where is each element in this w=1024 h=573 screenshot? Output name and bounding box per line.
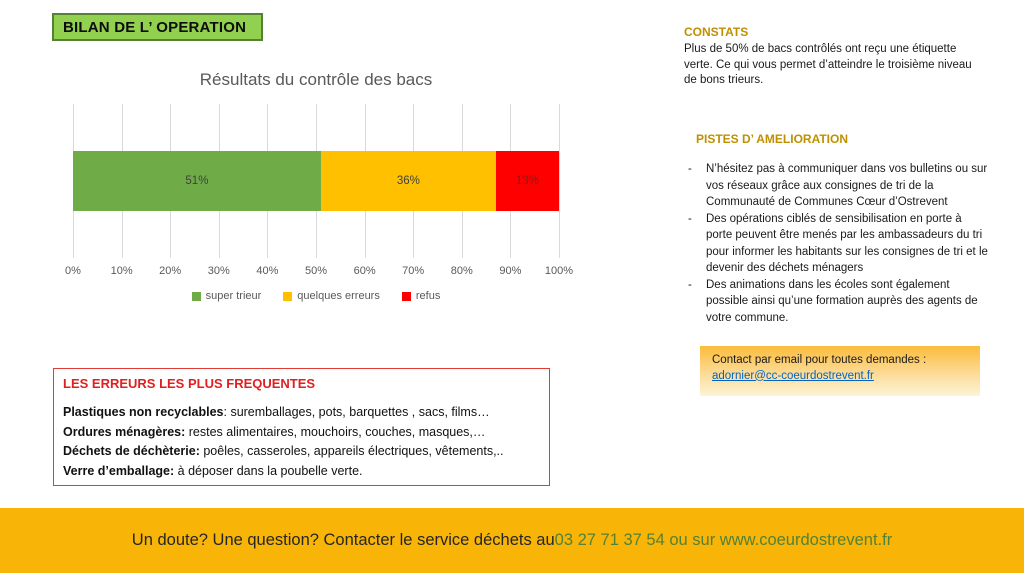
contact-box-text: Contact par email pour toutes demandes : [712, 354, 927, 366]
bullet-text: Des animations dans les écoles sont égal… [706, 278, 978, 324]
x-axis-tick: 0% [65, 265, 81, 277]
legend-swatch [401, 291, 411, 301]
legend-label: super trieur [205, 290, 262, 302]
error-detail: : suremballages, pots, barquettes , sacs… [223, 405, 490, 419]
constats-heading: CONSTATS [684, 25, 749, 39]
bar-segment-super-trieur: 51% [73, 151, 321, 211]
x-axis-tick: 40% [256, 265, 279, 277]
x-axis-tick: 10% [110, 265, 133, 277]
error-category: Plastiques non recyclables [63, 405, 224, 419]
error-category: Déchets de déchèterie: [63, 444, 200, 458]
slide-title: BILAN DE L’ OPERATION [63, 18, 247, 36]
legend-swatch [191, 291, 201, 301]
legend-swatch [283, 291, 293, 301]
list-item: Déchets de déchèterie: poêles, casserole… [63, 442, 540, 462]
error-category: Verre d’emballage: [63, 463, 175, 478]
bullet-text: Des opérations ciblés de sensibilisation… [706, 212, 988, 275]
chart-x-axis: 0% 10% 20% 30% 40% 50% 60% 70% 80% 90% 100% [65, 265, 573, 279]
bar-segment-refus: 13% [495, 151, 559, 211]
list-item: Plastiques non recyclables: suremballage… [63, 403, 540, 423]
x-axis-tick: 70% [402, 265, 425, 277]
pistes-heading: PISTES D’ AMELIORATION [696, 132, 849, 146]
pistes-list: - N’hésitez pas à communiquer dans vos b… [688, 161, 988, 326]
constats-section: CONSTATS Plus de 50% de bacs contrôlés o… [684, 25, 982, 89]
error-detail: restes alimentaires, mouchoirs, couches,… [185, 424, 486, 439]
x-axis-tick: 80% [450, 265, 473, 277]
footer-question-text: Un doute? Une question? Contacter le ser… [131, 531, 555, 549]
bullet-text: N’hésitez pas à communiquer dans vos bul… [706, 163, 988, 208]
footer-banner: Un doute? Une question? Contacter le ser… [0, 508, 1024, 573]
legend-item-refus: refus [401, 290, 441, 302]
x-axis-tick: 20% [159, 265, 182, 277]
x-axis-tick: 60% [353, 265, 376, 277]
bar-segment-label: 13% [515, 175, 539, 187]
slide-title-box: BILAN DE L’ OPERATION [52, 13, 263, 41]
x-axis-tick: 50% [304, 265, 328, 277]
list-item: - Des opérations ciblés de sensibilisati… [688, 211, 988, 277]
list-item: - N’hésitez pas à communiquer dans vos b… [688, 161, 988, 211]
contact-box: Contact par email pour toutes demandes :… [700, 346, 980, 396]
bullet-dash: - [688, 163, 692, 175]
contact-email-link[interactable]: adornier@cc-coeurdostrevent.fr [712, 369, 874, 382]
errors-list: Plastiques non recyclables: suremballage… [63, 403, 540, 481]
list-item: - Des animations dans les écoles sont ég… [688, 277, 988, 327]
gridline [559, 104, 560, 258]
error-detail: poêles, casseroles, appareils électrique… [199, 444, 504, 458]
legend-label: refus [415, 290, 441, 302]
constats-text: Plus de 50% de bacs contrôlés ont reçu u… [684, 43, 972, 86]
list-item: Verre d’emballage: à déposer dans la pou… [63, 462, 540, 482]
stacked-bar: 51% 36% 13% [73, 151, 559, 211]
legend-label: quelques erreurs [297, 290, 380, 302]
x-axis-tick: 100% [544, 265, 574, 277]
x-axis-tick: 30% [207, 265, 230, 277]
bar-segment-label: 51% [185, 175, 209, 187]
error-detail: à déposer dans la poubelle verte. [174, 463, 363, 478]
frequent-errors-box: LES ERREURS LES PLUS FREQUENTES Plastiqu… [53, 368, 550, 486]
x-axis-tick: 90% [499, 265, 522, 277]
footer-contact-info: 03 27 71 37 54 ou sur www.coeurdostreven… [554, 531, 893, 549]
bar-segment-label: 36% [396, 175, 420, 187]
list-item: Ordures ménagères: restes alimentaires, … [63, 423, 540, 443]
chart-legend: super trieur quelques erreurs refus [73, 290, 559, 302]
legend-item-super-trieur: super trieur [191, 290, 262, 302]
bar-segment-quelques-erreurs: 36% [320, 151, 496, 211]
error-category: Ordures ménagères: [63, 424, 186, 439]
chart-title: Résultats du contrôle des bacs [199, 70, 433, 89]
legend-item-quelques-erreurs: quelques erreurs [283, 290, 380, 302]
chart-plot-area: 51% 36% 13% [73, 104, 560, 258]
bullet-dash: - [688, 278, 692, 291]
errors-heading: LES ERREURS LES PLUS FREQUENTES [63, 376, 316, 391]
bullet-dash: - [688, 212, 692, 225]
